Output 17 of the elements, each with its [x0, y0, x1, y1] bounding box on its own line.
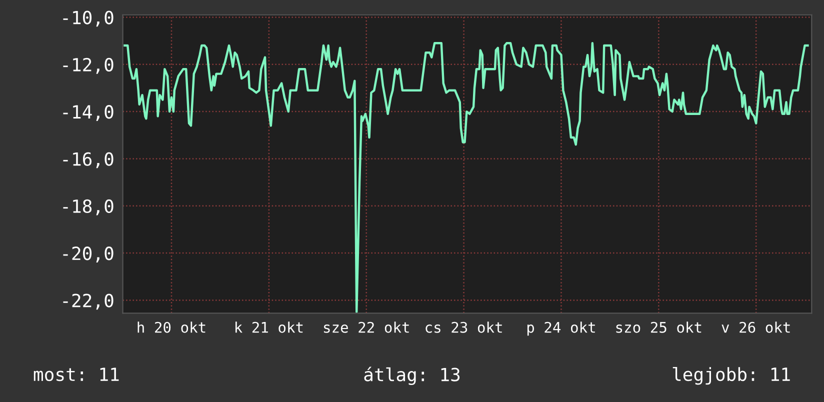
y-tick-label: -22,0 [63, 294, 114, 310]
x-tick-label: v 26 okt [722, 322, 790, 333]
x-tick-label: p 24 okt [527, 322, 595, 336]
y-tick-label: -10,0 [63, 10, 114, 27]
text: most: 11 [34, 368, 119, 382]
x-tick-label: cs 23 okt [426, 322, 502, 333]
x-tick-label: k 21 okt [235, 322, 303, 333]
text: átlag: 13 [364, 366, 460, 386]
text: legjobb: 11 [672, 367, 790, 385]
y-tick-label: -20,0 [63, 246, 114, 262]
y-tick-label: -18,0 [63, 199, 114, 216]
x-tick-label: h 20 okt [138, 322, 206, 333]
y-tick-label: -14,0 [63, 105, 114, 121]
y-tick-label: -12,0 [63, 58, 114, 74]
x-tick-label: szo 25 okt [616, 322, 702, 333]
y-tick-label: -16,0 [63, 152, 114, 168]
x-tick-label: sze 22 okt [324, 322, 409, 333]
